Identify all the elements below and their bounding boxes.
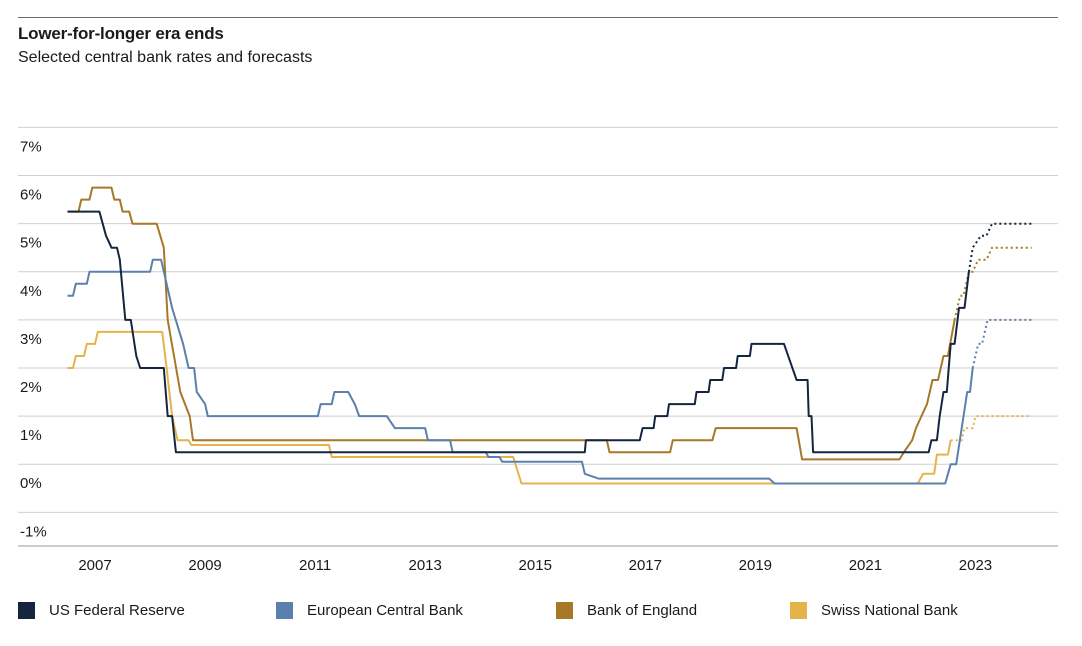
y-tick-label: 5% [20,235,42,252]
x-tick-label: 2007 [78,557,111,574]
x-tick-label: 2023 [959,557,992,574]
chart-title: Lower-for-longer era ends [18,24,224,43]
forecast-line-bank-of-england [953,246,1032,321]
y-tick-label: -1% [20,523,47,540]
y-tick-label: 1% [20,427,42,444]
x-tick-label: 2021 [849,557,882,574]
legend-swatch-us-federal-reserve [18,602,35,619]
legend-item-bank-of-england: Bank of England [556,602,697,619]
legend-swatch-bank-of-england [556,602,573,619]
forecast-line-us-federal-reserve [967,222,1032,272]
forecast-line-european-central-bank [971,318,1032,369]
legend-label: US Federal Reserve [49,602,185,619]
legend-item-european-central-bank: European Central Bank [276,602,463,619]
x-tick-label: 2017 [629,557,662,574]
x-tick-label: 2011 [299,557,331,574]
y-tick-label: 4% [20,283,42,300]
y-tick-label: 0% [20,475,42,492]
x-tick-label: 2013 [409,557,442,574]
legend-label: European Central Bank [307,602,463,619]
legend-swatch-european-central-bank [276,602,293,619]
y-tick-label: 7% [20,138,42,155]
series-line-swiss-national-bank [67,330,952,485]
series-line-us-federal-reserve [67,210,970,454]
legend-item-us-federal-reserve: US Federal Reserve [18,602,185,619]
x-tick-label: 2019 [739,557,772,574]
legend-label: Swiss National Bank [821,602,958,619]
legend: US Federal Reserve European Central Bank… [0,602,1082,624]
y-tick-label: 2% [20,379,42,396]
series-line-bank-of-england [67,186,956,461]
legend-item-swiss-national-bank: Swiss National Bank [790,602,958,619]
x-tick-label: 2015 [519,557,552,574]
y-tick-label: 6% [20,187,42,204]
legend-swatch-swiss-national-bank [790,602,807,619]
legend-label: Bank of England [587,602,698,619]
chart-subtitle: Selected central bank rates and forecast… [18,49,313,66]
x-tick-label: 2009 [188,557,221,574]
y-tick-label: 3% [20,331,42,348]
series-line-european-central-bank [67,258,974,485]
top-rule [18,17,1058,18]
